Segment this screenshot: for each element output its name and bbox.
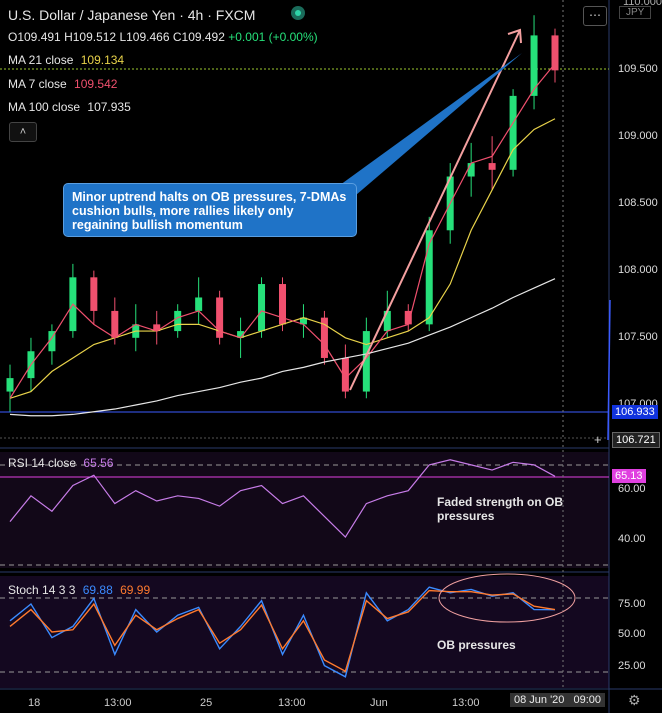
- top-price-partial: 110.000: [623, 0, 662, 8]
- stoch-tick: 75.00: [618, 598, 646, 610]
- crosshair-plus-icon[interactable]: +: [594, 432, 602, 447]
- ma-line-0[interactable]: [9, 118, 556, 399]
- rsi-tick: 40.00: [618, 533, 646, 545]
- candle-body[interactable]: [530, 35, 538, 96]
- candle-body[interactable]: [111, 310, 119, 338]
- ob-ellipse[interactable]: [438, 573, 576, 623]
- price-tick: 108.500: [618, 197, 658, 209]
- rsi-value: 65.56: [83, 456, 114, 470]
- candle-body[interactable]: [174, 310, 182, 332]
- ma7-legend[interactable]: MA 7 close 109.542: [8, 77, 117, 91]
- x-tick: 25: [200, 697, 213, 709]
- stoch-legend[interactable]: Stoch 14 3 3 69.88 69.99: [8, 583, 150, 597]
- candle-body[interactable]: [383, 310, 391, 332]
- candle-body[interactable]: [404, 310, 412, 325]
- cursor-time: 09:00: [573, 694, 602, 706]
- x-tick: 13:00: [452, 697, 480, 709]
- more-options-icon[interactable]: ⋯: [583, 6, 607, 26]
- candle-body[interactable]: [320, 317, 328, 358]
- ohlc-low: L109.466: [119, 30, 170, 44]
- candle-body[interactable]: [467, 163, 475, 177]
- candle-body[interactable]: [509, 95, 517, 170]
- ohlc-close: C109.492: [172, 30, 225, 44]
- rsi-legend[interactable]: RSI 14 close 65.56: [8, 456, 113, 470]
- rsi-series: [9, 459, 556, 539]
- x-tick: Jun: [370, 697, 388, 709]
- trend-arrow-head: [507, 28, 522, 44]
- status-dot-icon: [291, 6, 305, 20]
- candle-body[interactable]: [6, 378, 14, 392]
- ohlc-change: +0.001 (+0.00%): [228, 30, 318, 44]
- ohlc-open: O109.491: [8, 30, 61, 44]
- rsi-tick: 60.00: [618, 483, 646, 495]
- stoch-k-value: 69.88: [82, 583, 113, 597]
- stoch-annotation[interactable]: OB pressures: [437, 638, 516, 652]
- x-tick: 13:00: [104, 697, 132, 709]
- candle-body[interactable]: [258, 284, 266, 332]
- cursor-date-label: 08 Jun '20 09:00: [510, 693, 606, 707]
- analysis-callout[interactable]: Minor uptrend halts on OB pressures, 7-D…: [63, 183, 357, 237]
- price-tag-blue: 106.933: [612, 405, 658, 419]
- candle-body[interactable]: [299, 317, 307, 325]
- moving-average-lines: [9, 63, 556, 417]
- callout-pointer: [340, 53, 522, 195]
- settings-gear-icon[interactable]: ⚙: [628, 692, 641, 708]
- price-tick: 108.000: [618, 264, 658, 276]
- rsi-label: RSI 14 close: [8, 456, 77, 470]
- candle-body[interactable]: [488, 163, 496, 170]
- x-tick: 13:00: [278, 697, 306, 709]
- candle-body[interactable]: [48, 331, 56, 352]
- ma21-legend[interactable]: MA 21 close 109.134: [8, 53, 124, 67]
- ma21-value: 109.134: [80, 53, 125, 67]
- candle-body[interactable]: [551, 35, 559, 71]
- candle-body[interactable]: [341, 357, 349, 392]
- candle-body[interactable]: [237, 331, 245, 338]
- ma7-value: 109.542: [74, 77, 118, 91]
- trend-arrow[interactable]: [349, 29, 521, 391]
- ma-line-1[interactable]: [9, 63, 556, 399]
- ohlc-high: H109.512: [64, 30, 117, 44]
- price-tag-cursor: 106.721: [612, 432, 660, 448]
- ma7-label: MA 7 close: [8, 77, 67, 91]
- candle-body[interactable]: [90, 277, 98, 311]
- candle-body[interactable]: [279, 284, 286, 325]
- stoch-tick: 50.00: [618, 628, 646, 640]
- stoch-series: [9, 586, 556, 678]
- cursor-date: 08 Jun '20: [514, 694, 565, 706]
- chart-title: U.S. Dollar / Japanese Yen · 4h · FXCM: [8, 7, 256, 23]
- collapse-legend-button[interactable]: ˄: [9, 122, 37, 142]
- ma100-label: MA 100 close: [8, 100, 81, 114]
- ohlc-readout: O109.491 H109.512 L109.466 C109.492 +0.0…: [8, 30, 318, 44]
- ma100-value: 107.935: [87, 100, 131, 114]
- rsi-tag: 65.13: [612, 469, 646, 483]
- price-tick: 107.500: [618, 331, 658, 343]
- ma100-legend[interactable]: MA 100 close 107.935: [8, 100, 131, 114]
- candle-body[interactable]: [362, 331, 370, 392]
- ma-line-2[interactable]: [9, 278, 556, 417]
- rsi-annotation[interactable]: Faded strength on OB pressures: [437, 495, 563, 523]
- x-tick: 18: [28, 697, 41, 709]
- candle-body[interactable]: [216, 297, 224, 338]
- candle-body[interactable]: [195, 297, 203, 311]
- currency-tag[interactable]: JPY: [619, 6, 652, 19]
- price-tick: 109.500: [618, 63, 658, 75]
- stoch-d-value: 69.99: [120, 583, 151, 597]
- stoch-line-1[interactable]: [9, 589, 556, 673]
- rsi-pane[interactable]: [0, 452, 609, 568]
- stoch-label: Stoch 14 3 3: [8, 583, 76, 597]
- price-tick: 109.000: [618, 130, 658, 142]
- rsi-line[interactable]: [9, 459, 556, 539]
- candle-body[interactable]: [425, 230, 433, 325]
- candle-body[interactable]: [153, 324, 161, 332]
- stoch-tick: 25.00: [618, 660, 646, 672]
- ma21-label: MA 21 close: [8, 53, 74, 67]
